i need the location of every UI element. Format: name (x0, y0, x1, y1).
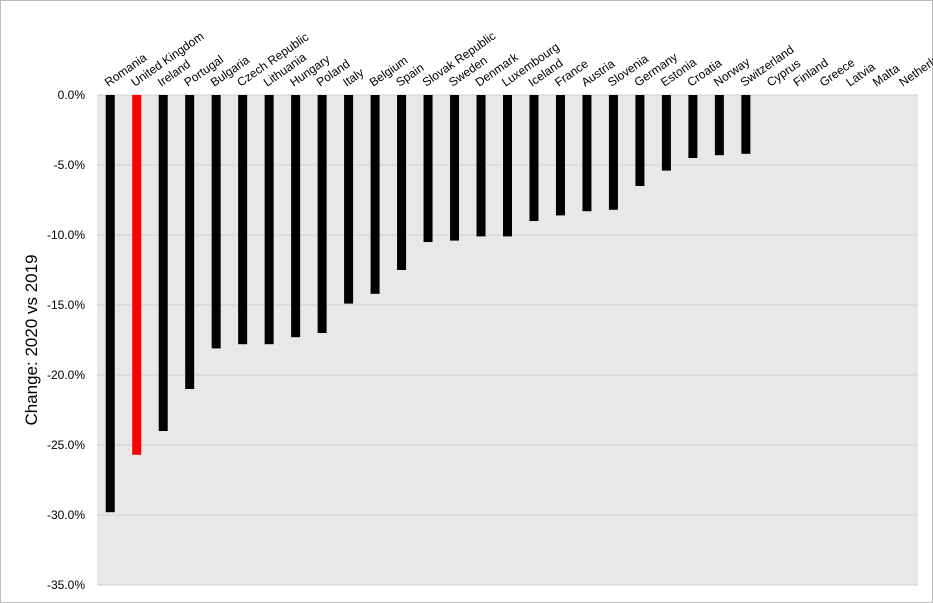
bar (450, 95, 460, 241)
bar (423, 95, 433, 242)
y-tick-label: -25.0% (47, 438, 85, 452)
bar (714, 95, 724, 156)
y-tick-label: -30.0% (47, 508, 85, 522)
bar (503, 95, 512, 237)
y-tick-label: 0.0% (58, 88, 86, 102)
bar (476, 95, 486, 237)
bar (211, 95, 221, 349)
bar (555, 95, 565, 216)
y-tick-label: -15.0% (47, 298, 85, 312)
bar (529, 95, 539, 221)
bar (741, 95, 751, 154)
bar (608, 95, 618, 210)
bar (105, 95, 115, 513)
y-tick-label: -20.0% (47, 368, 85, 382)
bar (185, 95, 195, 389)
bar (132, 95, 142, 455)
bar (291, 95, 301, 338)
bar (264, 95, 274, 345)
bar (317, 95, 327, 333)
y-tick-label: -10.0% (47, 228, 85, 242)
y-axis-label: Change: 2020 vs 2019 (22, 254, 41, 425)
bar (158, 95, 168, 431)
bar (635, 95, 645, 186)
bar (661, 95, 671, 171)
bar (582, 95, 592, 212)
bar (238, 95, 248, 345)
bar (370, 95, 380, 294)
bar (688, 95, 698, 158)
y-tick-label: -5.0% (54, 158, 86, 172)
bar (344, 95, 354, 304)
y-tick-label: -35.0% (47, 578, 85, 592)
bar (397, 95, 407, 270)
